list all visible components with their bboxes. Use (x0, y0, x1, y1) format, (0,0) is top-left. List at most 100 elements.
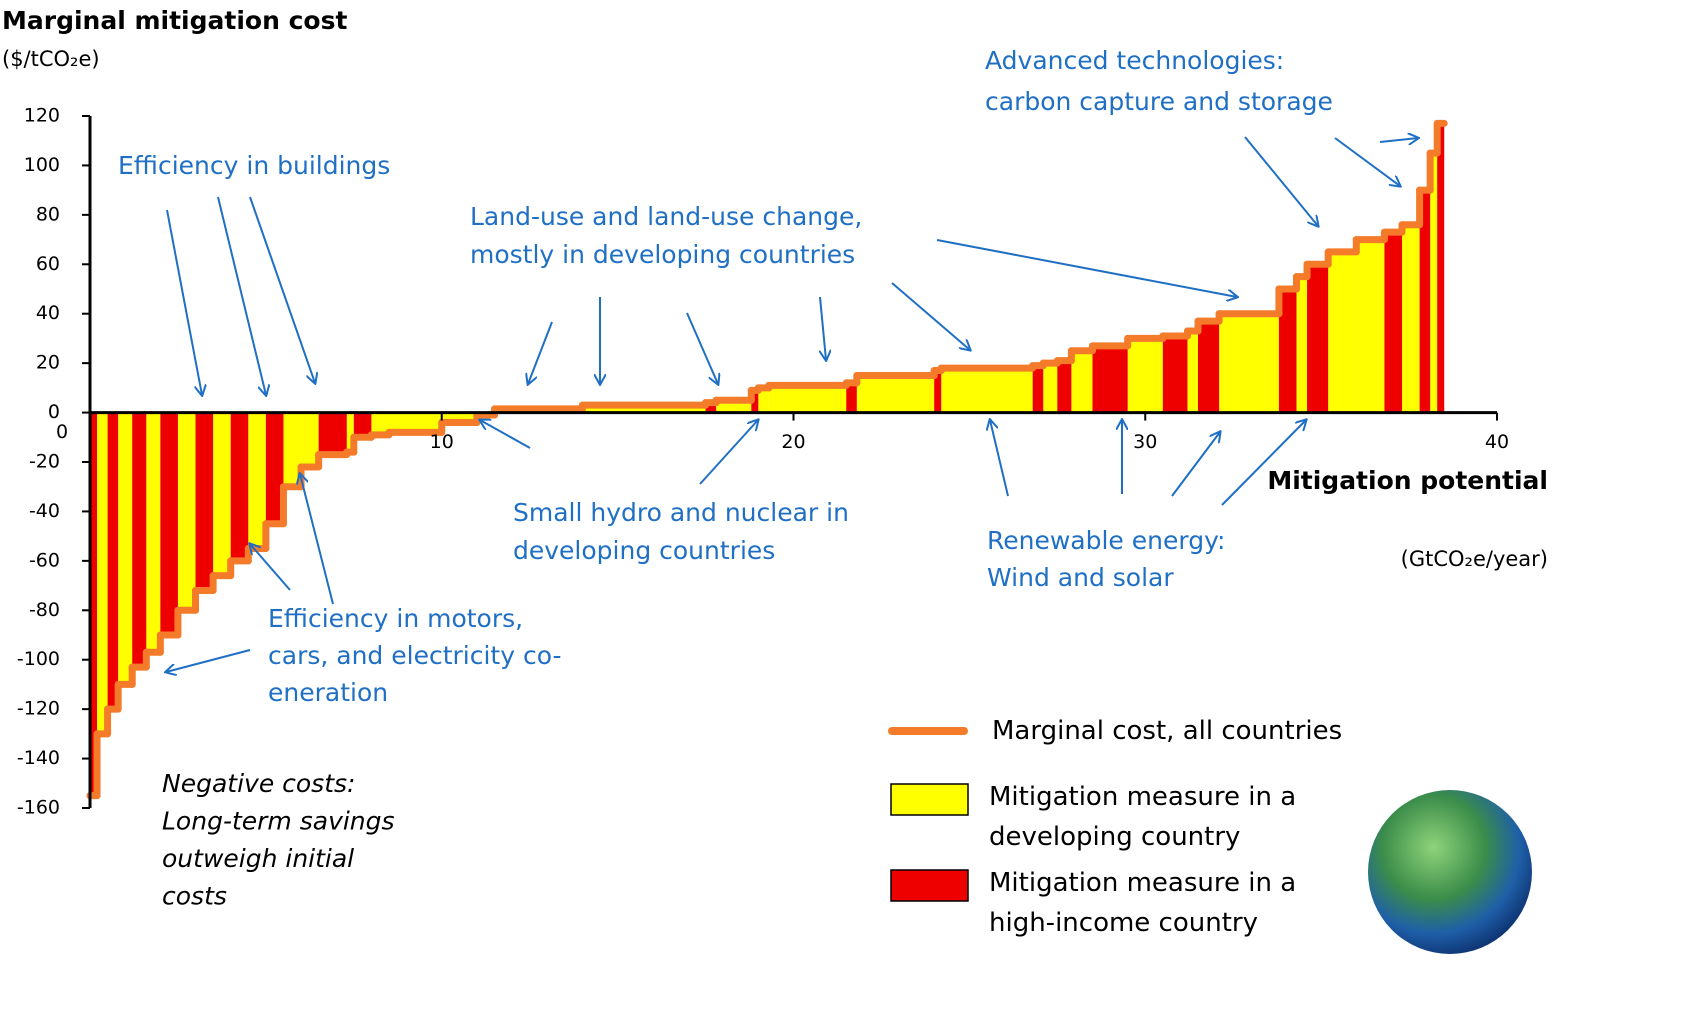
bar (1162, 335, 1188, 413)
bar (1307, 264, 1329, 413)
annotation: mostly in developing countries (470, 240, 855, 269)
bar (1043, 363, 1058, 413)
y-tick-label: -40 (29, 500, 60, 522)
bar (301, 412, 319, 467)
y-tick-label: -60 (29, 549, 60, 571)
bar (1187, 331, 1199, 413)
annotation: Wind and solar (987, 563, 1174, 592)
bar (388, 412, 442, 433)
x-unit: (GtCO₂e/year) (1401, 547, 1548, 571)
bar (248, 412, 266, 549)
bar (177, 412, 196, 611)
y-tick-label: 60 (36, 253, 60, 275)
bar (768, 385, 847, 413)
chart-title: Marginal mitigation cost (2, 6, 347, 35)
bar (1296, 276, 1308, 413)
bar (1092, 345, 1128, 413)
annotation: eneration (268, 678, 388, 707)
note-text: Long-term savings (162, 807, 395, 836)
legend-swatch (890, 869, 969, 902)
y-tick-label: 120 (24, 105, 60, 127)
bar (160, 412, 178, 635)
y-tick-label: -160 (17, 797, 60, 819)
annotation: Advanced technologies: (985, 46, 1284, 75)
annotation: carbon capture and storage (985, 87, 1333, 116)
bar (1430, 153, 1438, 413)
x-tick-label: 30 (1133, 431, 1157, 453)
legend-label: Mitigation measure in a high-income coun… (989, 868, 1297, 938)
bar (1356, 239, 1385, 413)
y-tick-label: 0 (48, 401, 60, 423)
bar (751, 390, 759, 413)
note-text: Negative costs: (162, 769, 355, 798)
bar (1419, 190, 1431, 413)
bars (90, 123, 1445, 796)
bar (1032, 365, 1044, 413)
bar (441, 412, 477, 423)
bar (230, 412, 249, 561)
bar (1278, 289, 1297, 413)
bar (195, 412, 214, 591)
y-tick-label: 100 (24, 154, 60, 176)
bar (941, 368, 1033, 413)
y-tick-label: 40 (36, 302, 60, 324)
legend-label: Mitigation measure in a developing count… (989, 782, 1297, 852)
bar (934, 370, 942, 413)
legend-swatch (890, 783, 969, 816)
bar (1071, 350, 1093, 413)
y-tick-label: -80 (29, 599, 60, 621)
bar (1437, 123, 1445, 413)
arrows (166, 137, 1418, 672)
bar (1057, 360, 1072, 413)
bar (283, 412, 302, 487)
globe-image (1368, 790, 1532, 954)
bar (1127, 338, 1163, 413)
bar (371, 412, 389, 435)
bar (582, 405, 706, 413)
bar (846, 382, 857, 413)
bar (1219, 313, 1279, 413)
bar (1328, 251, 1357, 413)
axes: -160-140-120-100-80-60-40-20020406080100… (17, 105, 1509, 819)
bar (213, 412, 231, 576)
x-tick-label: 40 (1485, 431, 1509, 453)
bar (318, 412, 347, 455)
annotation: Efficiency in buildings (118, 151, 390, 180)
annotation: Renewable energy: (987, 526, 1225, 555)
annotation: Efficiency in motors, (268, 604, 523, 633)
x-tick-label: 0 (56, 421, 68, 443)
y-tick-label: -20 (29, 451, 60, 473)
y-unit: ($/tCO₂e) (2, 47, 100, 71)
bar (1384, 232, 1403, 413)
bar (346, 412, 354, 453)
bar (146, 412, 161, 653)
note-text: costs (162, 882, 227, 911)
bar (118, 412, 133, 685)
note-text: outweigh initial (162, 844, 354, 873)
annotation: Small hydro and nuclear in (513, 498, 849, 527)
bar (1402, 224, 1420, 413)
bar (107, 412, 119, 710)
annotation: cars, and electricity co- (268, 641, 561, 670)
bar (705, 402, 717, 413)
bar (758, 387, 769, 413)
x-label: Mitigation potential (1267, 466, 1548, 495)
annotation: Land-use and land-use change, (470, 202, 862, 231)
bar (132, 412, 147, 668)
bar (353, 412, 372, 438)
y-tick-label: -140 (17, 747, 60, 769)
x-tick-label: 10 (430, 431, 454, 453)
x-tick-label: 20 (781, 431, 805, 453)
y-tick-label: -120 (17, 698, 60, 720)
legend-label: Marginal cost, all countries (992, 716, 1343, 746)
y-tick-label: 20 (36, 352, 60, 374)
bar (265, 412, 284, 524)
bar (1198, 321, 1220, 413)
annotation: developing countries (513, 536, 775, 565)
y-tick-label: 80 (36, 203, 60, 225)
bar (856, 375, 935, 413)
y-tick-label: -100 (17, 648, 60, 670)
bar (90, 412, 98, 796)
